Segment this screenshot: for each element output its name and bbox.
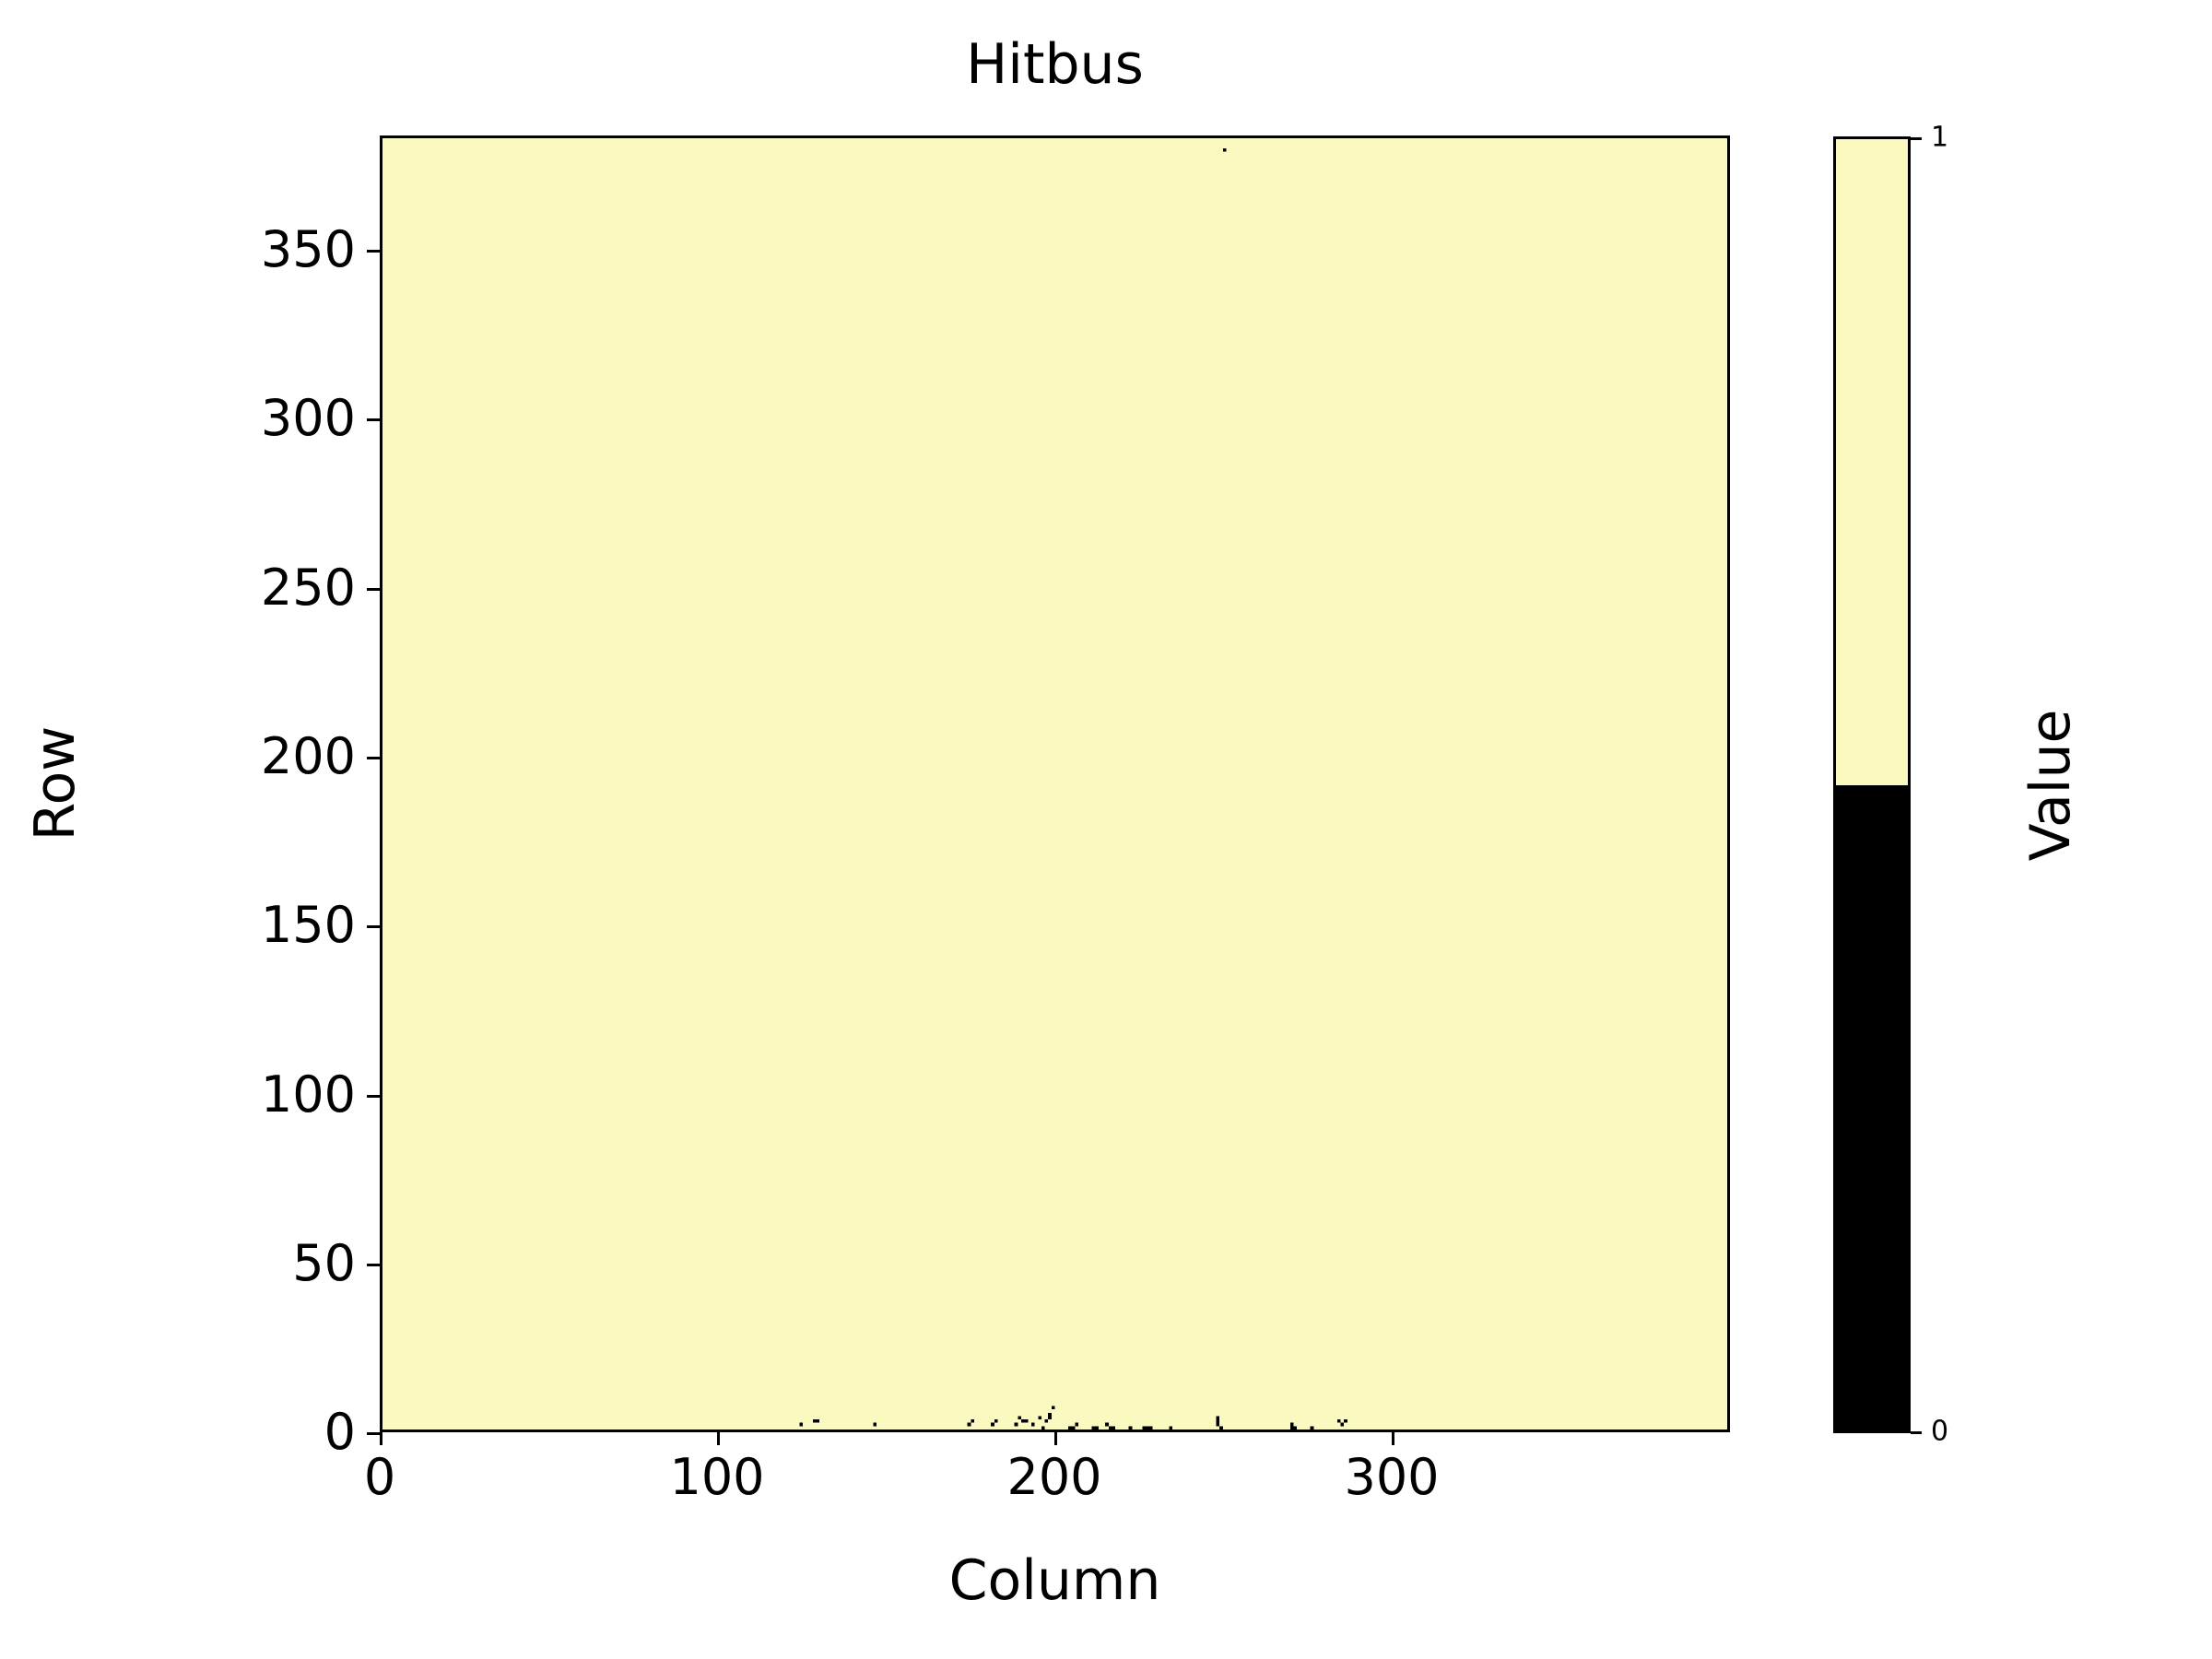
colorbar-tick-label: 0 [1931, 1415, 1949, 1448]
y-tick-label: 0 [324, 1403, 356, 1461]
page-title: Hitbus [966, 32, 1144, 97]
y-tick-label: 100 [260, 1065, 356, 1124]
x-tick-label: 300 [1344, 1448, 1440, 1506]
x-tick-mark-300 [1392, 1432, 1394, 1445]
heatmap-image [382, 138, 1727, 1430]
y-tick-label: 350 [260, 220, 356, 278]
y-tick-mark-300 [367, 418, 380, 421]
y-tick-mark-150 [367, 925, 380, 928]
x-tick-label: 200 [1006, 1448, 1102, 1506]
y-axis-label: Row [23, 725, 88, 841]
y-tick-label: 50 [292, 1234, 356, 1292]
x-tick-mark-200 [1054, 1432, 1057, 1445]
x-tick-mark-100 [717, 1432, 720, 1445]
y-tick-label: 200 [260, 727, 356, 785]
colorbar-tick-mark-0 [1911, 1431, 1922, 1434]
y-tick-mark-50 [367, 1264, 380, 1266]
y-tick-mark-250 [367, 588, 380, 591]
colorbar-tick-label: 1 [1931, 121, 1949, 154]
colorbar-high-segment [1836, 139, 1908, 785]
y-tick-label: 250 [260, 559, 356, 617]
x-axis-label: Column [948, 1548, 1161, 1613]
x-tick-label: 100 [669, 1448, 765, 1506]
y-tick-mark-0 [367, 1432, 380, 1435]
y-tick-label: 300 [260, 389, 356, 447]
y-tick-mark-100 [367, 1095, 380, 1098]
x-tick-label: 0 [363, 1448, 396, 1506]
colorbar-label: Value [2018, 709, 2083, 862]
colorbar [1833, 136, 1911, 1433]
x-tick-mark-0 [380, 1432, 382, 1445]
y-tick-mark-200 [367, 757, 380, 759]
y-tick-label: 150 [260, 896, 356, 954]
heatmap-plot-area [380, 135, 1730, 1432]
colorbar-tick-mark-1 [1911, 137, 1922, 140]
colorbar-low-segment [1836, 784, 1908, 1430]
y-tick-mark-350 [367, 250, 380, 253]
